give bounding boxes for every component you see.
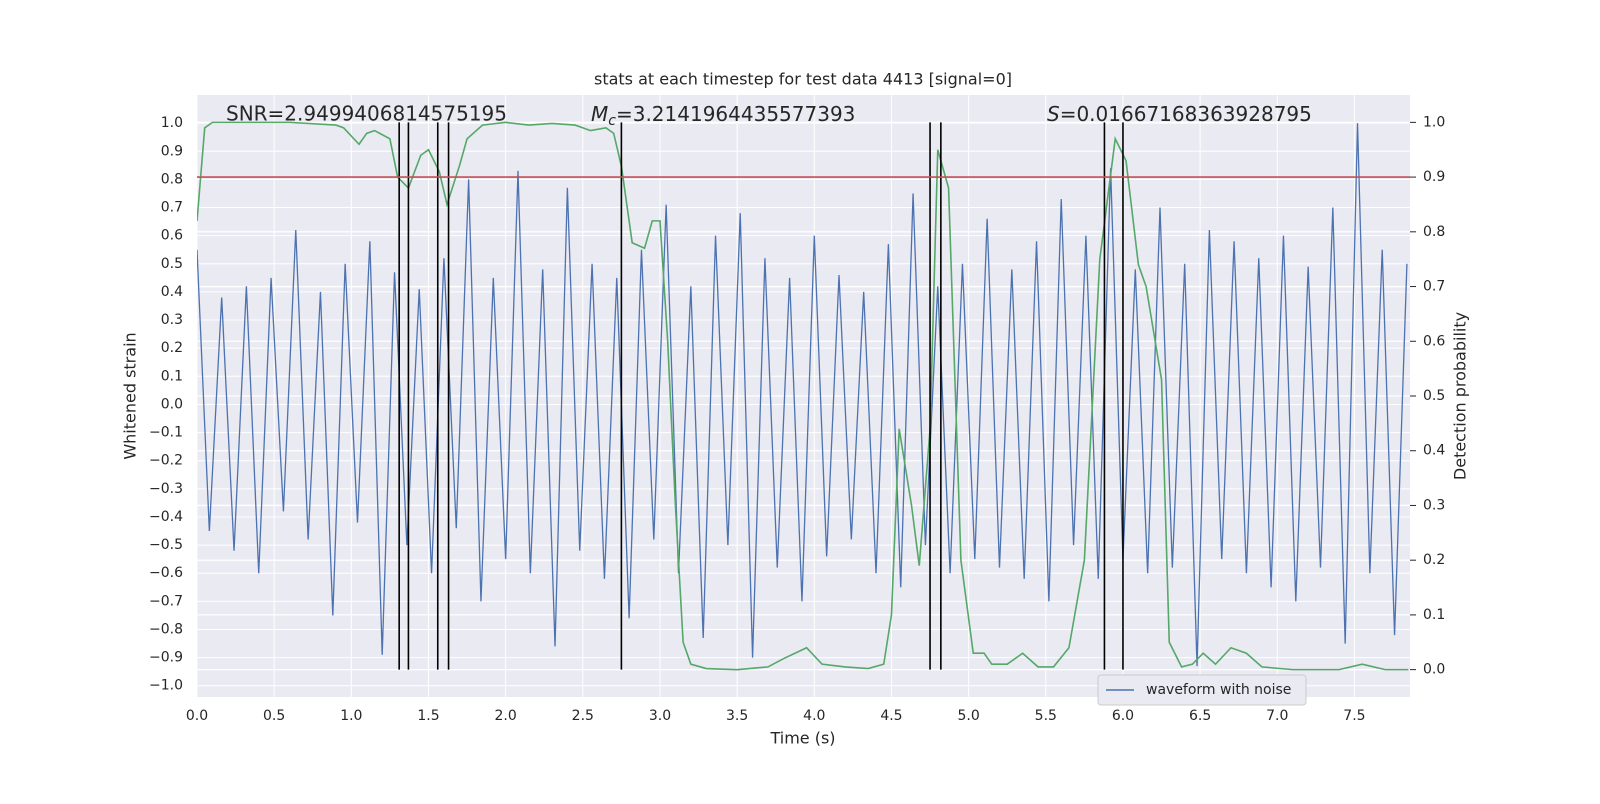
chart-title: stats at each timestep for test data 441… — [594, 70, 1012, 89]
x-tick-label: 1.5 — [417, 708, 439, 724]
y-tick-label: 0.9 — [161, 143, 183, 159]
annotation-value: =0.01667168363928795 — [1060, 102, 1312, 126]
y-tick-label: 0.4 — [161, 284, 183, 300]
y-tick-label: −0.5 — [149, 537, 183, 553]
x-axis-label: Time (s) — [769, 729, 835, 748]
y-tick-label: 0.3 — [161, 312, 183, 328]
y-tick-label: −0.6 — [149, 565, 183, 581]
y-tick-label: −0.4 — [149, 509, 183, 525]
y-tick-label: −0.9 — [149, 650, 183, 666]
y-tick-label: 1.0 — [161, 115, 183, 131]
annotation-subscript: c — [608, 113, 616, 129]
annotation: SNR=2.9499406814575195 — [226, 102, 507, 126]
annotation: Mc=3.2141964435577393 — [591, 102, 855, 130]
y-tick-label: 0.1 — [161, 368, 183, 384]
x-tick-label: 3.5 — [726, 708, 748, 724]
x-tick-label: 2.0 — [495, 708, 517, 724]
annotation-value: =3.2141964435577393 — [616, 102, 855, 126]
y2-tick-label: 0.0 — [1423, 662, 1445, 678]
x-tick-label: 7.0 — [1266, 708, 1288, 724]
y-tick-label: 0.6 — [161, 228, 183, 244]
y-tick-label: −0.3 — [149, 481, 183, 497]
x-tick-label: 6.0 — [1112, 708, 1134, 724]
x-tick-label: 5.0 — [957, 708, 979, 724]
y2-tick-label: 0.8 — [1423, 224, 1445, 240]
y2-tick-label: 0.4 — [1423, 443, 1445, 459]
x-tick-label: 0.0 — [186, 708, 208, 724]
annotation-symbol: S — [1047, 102, 1060, 126]
annotation-symbol: M — [591, 102, 608, 126]
y-tick-label: 0.5 — [161, 256, 183, 272]
y2-tick-label: 0.1 — [1423, 607, 1445, 623]
x-tick-label: 6.5 — [1189, 708, 1211, 724]
x-tick-label: 4.5 — [880, 708, 902, 724]
x-tick-label: 1.0 — [340, 708, 362, 724]
x-tick-label: 0.5 — [263, 708, 285, 724]
y2-tick-label: 0.2 — [1423, 552, 1445, 568]
y-tick-label: 0.2 — [161, 340, 183, 356]
annotation: S=0.01667168363928795 — [1047, 102, 1312, 126]
y-tick-label: 0.0 — [161, 396, 183, 412]
y-tick-label: 0.7 — [161, 200, 183, 216]
legend-label: waveform with noise — [1146, 682, 1291, 698]
x-tick-label: 2.5 — [572, 708, 594, 724]
y2-tick-label: 1.0 — [1423, 114, 1445, 130]
y2-tick-label: 0.3 — [1423, 497, 1445, 513]
y2-tick-label: 0.6 — [1423, 333, 1445, 349]
series-line — [197, 121, 1409, 671]
y-tick-label: −0.2 — [149, 453, 183, 469]
x-tick-label: 7.5 — [1343, 708, 1365, 724]
y2-tick-label: 0.5 — [1423, 388, 1445, 404]
x-tick-label: 3.0 — [649, 708, 671, 724]
y-tick-label: −0.1 — [149, 425, 183, 441]
y-tick-label: −0.8 — [149, 621, 183, 637]
y-tick-label: −1.0 — [149, 678, 183, 694]
legend-box — [1097, 674, 1307, 706]
y2-axis-label: Detection probability — [1451, 312, 1470, 480]
y-tick-label: −0.7 — [149, 593, 183, 609]
x-tick-label: 5.5 — [1035, 708, 1057, 724]
x-tick-label: 4.0 — [803, 708, 825, 724]
y2-tick-label: 0.9 — [1423, 169, 1445, 185]
y2-tick-label: 0.7 — [1423, 279, 1445, 295]
y-axis-label: Whitened strain — [121, 332, 140, 459]
y-tick-label: 0.8 — [161, 171, 183, 187]
